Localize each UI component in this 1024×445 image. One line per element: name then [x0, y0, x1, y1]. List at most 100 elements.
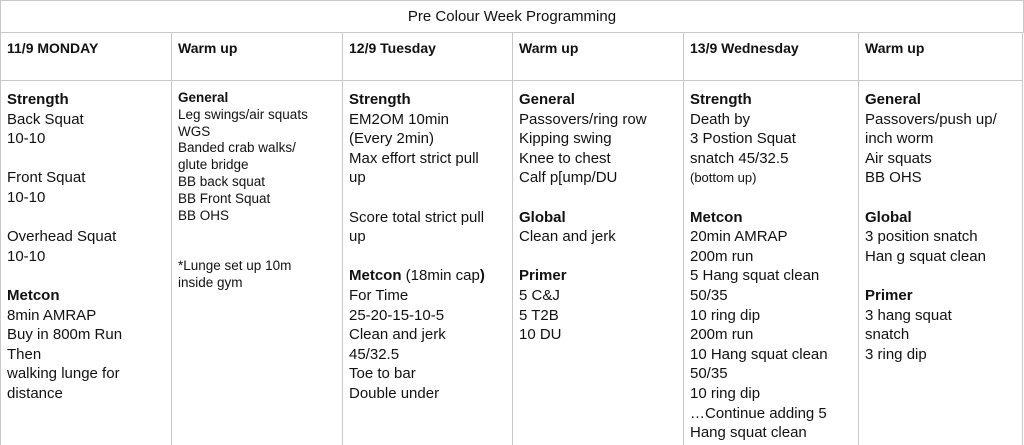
line-text: BB back squat: [178, 173, 266, 189]
cell-line: Global: [519, 208, 647, 228]
cell-line: Buy in 800m Run: [7, 325, 122, 345]
line-text: (18min cap: [401, 267, 480, 285]
cell-line: 3 position snatch: [865, 227, 997, 247]
cell-line: WGS: [178, 124, 308, 141]
day-cell: Strength Death by 3 Postion Squat snatch 45…: [690, 90, 828, 443]
cell-line: 3 ring dip: [865, 345, 997, 365]
line-text: Death by: [690, 110, 751, 128]
line-text: snatch 45/32.5: [690, 149, 789, 167]
line-text: 50/35: [690, 286, 728, 304]
line-text: Clean and jerk: [519, 228, 616, 246]
cell-line: …Continue adding 5: [690, 404, 828, 424]
cell-line: [865, 188, 997, 208]
line-text: Passovers/push up/: [865, 110, 997, 128]
line-text: Air squats: [865, 149, 932, 167]
cell-line: 8min AMRAP: [7, 306, 122, 326]
cell-line: [865, 266, 997, 286]
cell-line: up: [349, 168, 485, 188]
cell-line: 10 ring dip: [690, 384, 828, 404]
cell-line: 3 hang squat: [865, 306, 997, 326]
line-text: Overhead Squat: [7, 228, 117, 246]
line-text: Han g squat clean: [865, 247, 986, 265]
line-text: 5 T2B: [519, 306, 559, 324]
cell-line: glute bridge: [178, 157, 308, 174]
line-text: Then: [7, 345, 42, 363]
cell-line: 45/32.5: [349, 345, 485, 365]
divider: [0, 80, 1022, 81]
line-text: 10 DU: [519, 326, 562, 344]
line-text: 3 Postion Squat: [690, 130, 796, 148]
line-text: WGS: [178, 123, 211, 139]
cell-line: (Every 2min): [349, 129, 485, 149]
cell-line: [349, 247, 485, 267]
cell-line: Metcon: [690, 208, 828, 228]
table-title: Pre Colour Week Programming: [0, 0, 1024, 33]
line-text: glute bridge: [178, 157, 249, 173]
cell-line: 50/35: [690, 286, 828, 306]
section-heading: Metcon: [349, 267, 402, 285]
column-header: Warm up: [865, 40, 925, 56]
line-text: 45/32.5: [349, 345, 400, 363]
line-text: 50/35: [690, 365, 728, 383]
line-text: (Every 2min): [349, 130, 435, 148]
line-text: BB OHS: [178, 207, 230, 223]
cell-line: Calf p[ump/DU: [519, 168, 647, 188]
section-heading: Metcon: [7, 286, 60, 304]
section-heading: Global: [865, 208, 912, 226]
cell-line: General: [865, 90, 997, 110]
line-text: Kipping swing: [519, 130, 612, 148]
column-divider: [512, 32, 513, 445]
line-text: 10-10: [7, 247, 46, 265]
cell-line: BB back squat: [178, 174, 308, 191]
day-cell: General Passovers/ring row Kipping swing Kn…: [519, 90, 647, 345]
line-text: 200m run: [690, 326, 754, 344]
line-text: walking lunge for: [7, 365, 120, 383]
cell-line: 25-20-15-10-5: [349, 306, 485, 326]
line-text: Passovers/ring row: [519, 110, 647, 128]
cell-line: BB OHS: [178, 208, 308, 225]
section-heading: Primer: [865, 286, 913, 304]
section-heading: ): [479, 267, 485, 285]
day-cell: General Passovers/push up/inch worm Air sq…: [865, 90, 997, 364]
column-divider: [683, 32, 684, 445]
cell-line: inside gym: [178, 275, 308, 292]
cell-line: Metcon: [7, 286, 122, 306]
section-heading: General: [178, 90, 229, 105]
cell-line: inch worm: [865, 129, 997, 149]
day-cell: Strength EM2OM 10min (Every 2min) Max effor…: [349, 90, 485, 404]
line-text: 10 ring dip: [690, 384, 761, 402]
cell-line: Hang squat clean: [690, 423, 828, 443]
cell-line: Death by: [690, 110, 828, 130]
section-heading: Strength: [7, 91, 69, 108]
line-text: inch worm: [865, 130, 934, 148]
cell-line: General: [519, 90, 647, 110]
cell-line: [519, 188, 647, 208]
cell-line: 3 Postion Squat: [690, 129, 828, 149]
column-divider: [342, 32, 343, 445]
line-text: inside gym: [178, 274, 243, 290]
line-text: Banded crab walks/: [178, 140, 296, 156]
line-text: Buy in 800m Run: [7, 326, 123, 344]
line-text: Double under: [349, 384, 440, 402]
section-heading: General: [519, 91, 575, 108]
cell-line: 20min AMRAP: [690, 227, 828, 247]
line-text: (bottom up): [690, 170, 757, 186]
cell-line: [519, 247, 647, 267]
cell-line: Han g squat clean: [865, 247, 997, 267]
day-cell: Strength Back Squat 10-10 Front Squat 10-10 O…: [7, 90, 122, 404]
cell-line: For Time: [349, 286, 485, 306]
day-cell: General Leg swings/air squats WGS Banded cr…: [178, 90, 308, 292]
cell-line: snatch 45/32.5: [690, 149, 828, 169]
line-text: 5 Hang squat clean: [690, 267, 820, 285]
cell-line: Clean and jerk: [519, 227, 647, 247]
line-text: 5 C&J: [519, 286, 560, 304]
column-divider: [1022, 32, 1023, 445]
cell-line: 10-10: [7, 247, 122, 267]
cell-line: Air squats: [865, 149, 997, 169]
cell-line: BB OHS: [865, 168, 997, 188]
cell-line: 10 Hang squat clean: [690, 345, 828, 365]
cell-line: up: [349, 227, 485, 247]
line-text: 20min AMRAP: [690, 228, 788, 246]
line-text: Max effort strict pull: [349, 149, 479, 167]
